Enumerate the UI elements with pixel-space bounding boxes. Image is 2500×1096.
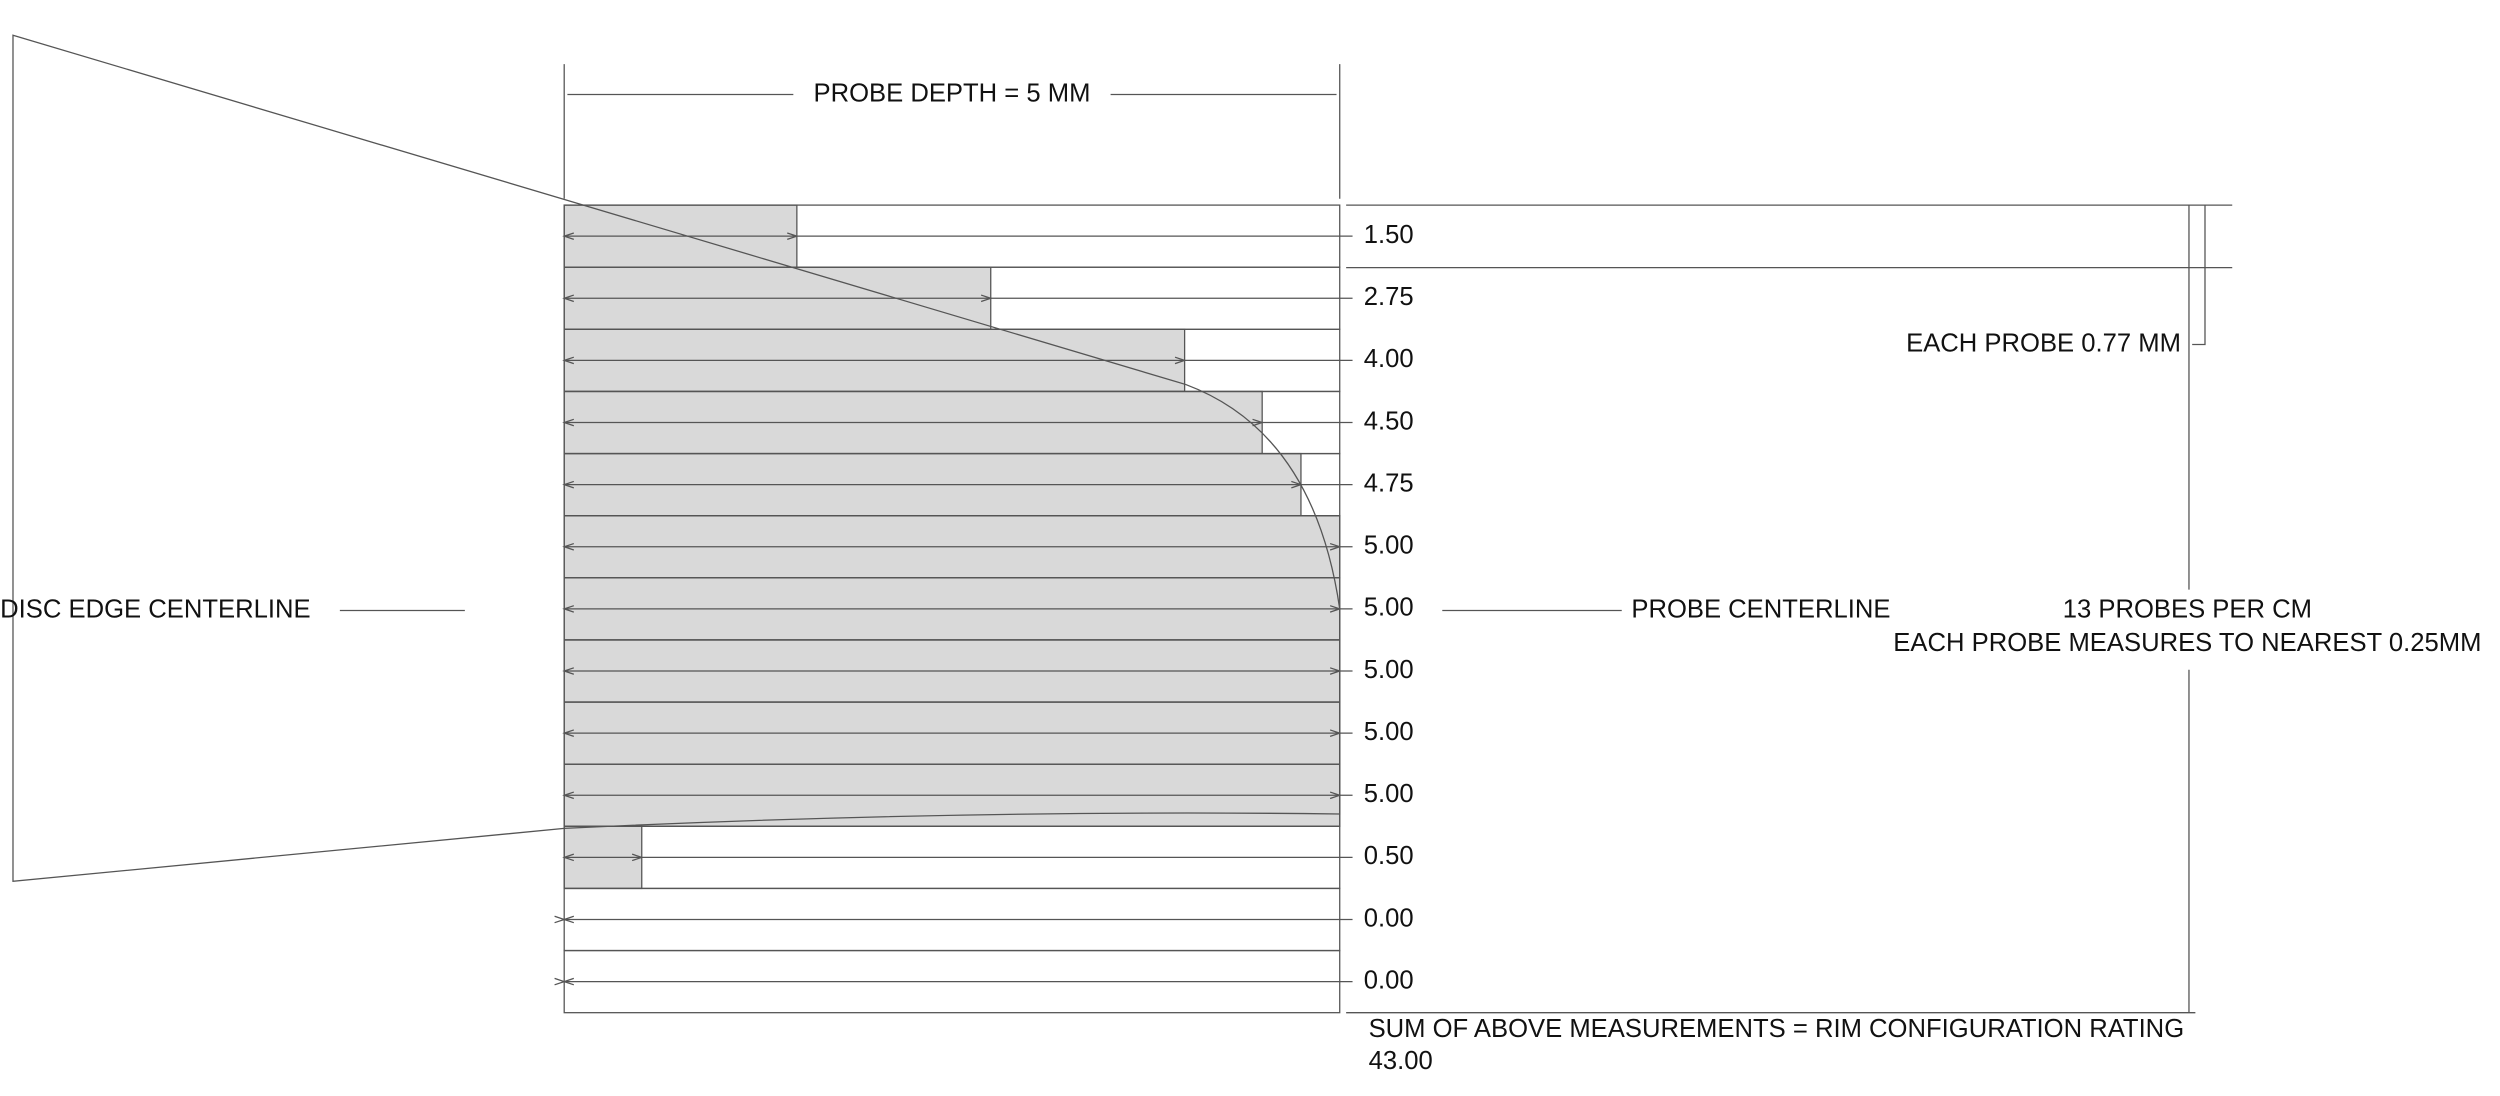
arrow: [562, 853, 575, 862]
probe-centerline-label: PROBE CENTERLINE: [1631, 595, 1890, 623]
probe-value: 5.00: [1364, 532, 1414, 560]
probe-value: 5.00: [1364, 656, 1414, 684]
arrow: [562, 480, 575, 489]
arrow: [562, 977, 575, 986]
sum-label: SUM OF ABOVE MEASUREMENTS = RIM CONFIGUR…: [1369, 1015, 2185, 1043]
probe-value: 4.75: [1364, 469, 1414, 497]
arrow: [562, 729, 575, 737]
arrow: [1329, 667, 1342, 675]
arrow: [562, 232, 575, 240]
probe-width: EACH PROBE 0.77 MM: [1906, 329, 2181, 357]
arrow: [1252, 418, 1265, 427]
probe-value: 0.00: [1364, 966, 1414, 994]
probe-depth: PROBE DEPTH = 5 MM: [813, 79, 1090, 107]
arrow: [1174, 356, 1187, 365]
probe-value: 5.00: [1364, 594, 1414, 622]
arrow: [562, 791, 575, 800]
probe-value: 5.00: [1364, 718, 1414, 746]
probes-per-cm: 13 PROBES PER CM: [2063, 595, 2312, 623]
arrow: [1329, 791, 1342, 800]
disc-profile: [12, 34, 1341, 882]
arrow: [980, 294, 993, 303]
arrow: [562, 667, 575, 675]
probe-value: 5.00: [1364, 780, 1414, 808]
arrow: [562, 418, 575, 427]
probe-rows: 1.50 2.75 4.00 4.50 4.75 5.00 5.00 5.00 5.00 5.00…: [554, 204, 1414, 1014]
arrow: [562, 915, 575, 924]
probe-value: 2.75: [1364, 283, 1414, 311]
arrow: [631, 853, 644, 862]
arrow: [562, 605, 575, 613]
arrow: [1329, 605, 1342, 613]
precision-note: EACH PROBE MEASURES TO NEAREST 0.25MM: [1893, 629, 2481, 657]
arrow: [1291, 480, 1303, 489]
probe-value: 1.50: [1364, 221, 1414, 249]
arrow: [1329, 542, 1342, 551]
arrow: [562, 542, 575, 551]
arrow: [1329, 729, 1342, 737]
sum-value: 43.00: [1369, 1047, 1433, 1075]
leader: [2192, 267, 2206, 346]
arrow: [562, 294, 575, 303]
disc-edge-label: DISC EDGE CENTERLINE: [0, 595, 310, 623]
arrow: [562, 356, 575, 365]
arrow: [787, 232, 799, 240]
probe-value: 4.00: [1364, 345, 1414, 373]
probe-value: 4.50: [1364, 407, 1414, 435]
probe-value: 0.00: [1364, 904, 1414, 932]
probe-value: 0.50: [1364, 842, 1414, 870]
